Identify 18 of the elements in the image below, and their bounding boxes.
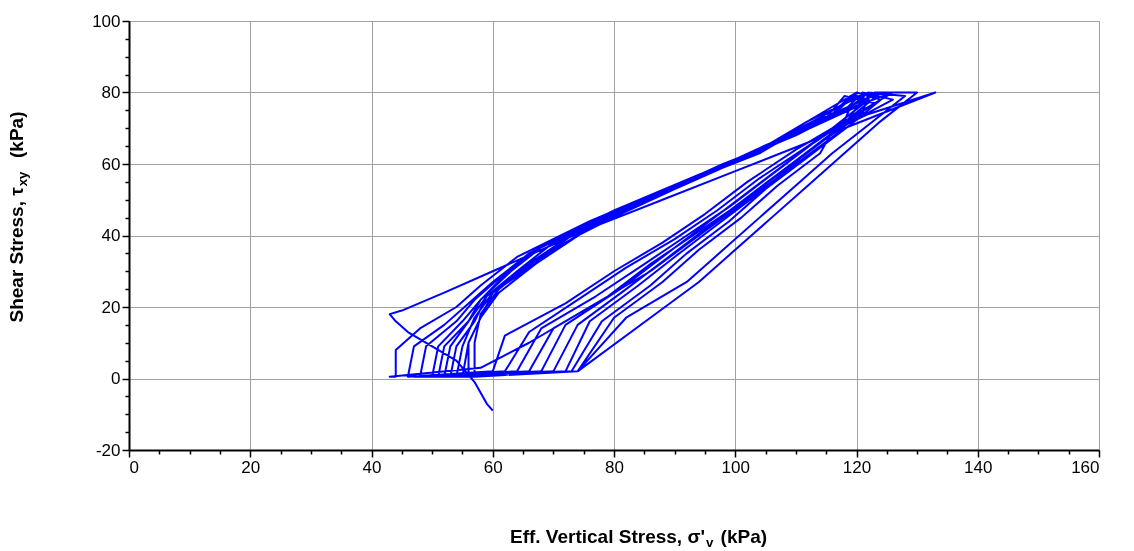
y-tick-label: 100 xyxy=(92,11,121,31)
y-tick-label: -20 xyxy=(95,440,121,460)
x-tick-label: 100 xyxy=(721,457,750,477)
x-tick-label: 20 xyxy=(241,457,261,477)
y-tick-label: 60 xyxy=(101,154,121,174)
x-tick-label: 40 xyxy=(362,457,382,477)
x-tick-label: 0 xyxy=(129,457,139,477)
line-series xyxy=(388,91,937,412)
y-axis-title: Shear Stress, τxy (kPa) xyxy=(6,111,30,323)
y-tick-label: 20 xyxy=(101,297,121,317)
x-tick-label: 80 xyxy=(605,457,624,477)
x-tick-label: 120 xyxy=(842,457,872,477)
x-tick-label: 160 xyxy=(1071,457,1100,477)
y-tick-label: 0 xyxy=(111,369,121,388)
y-tick-label: 80 xyxy=(101,83,121,102)
x-tick-label: 140 xyxy=(964,457,993,477)
y-tick-label: 40 xyxy=(101,226,121,245)
x-tick-label: 60 xyxy=(483,457,503,477)
